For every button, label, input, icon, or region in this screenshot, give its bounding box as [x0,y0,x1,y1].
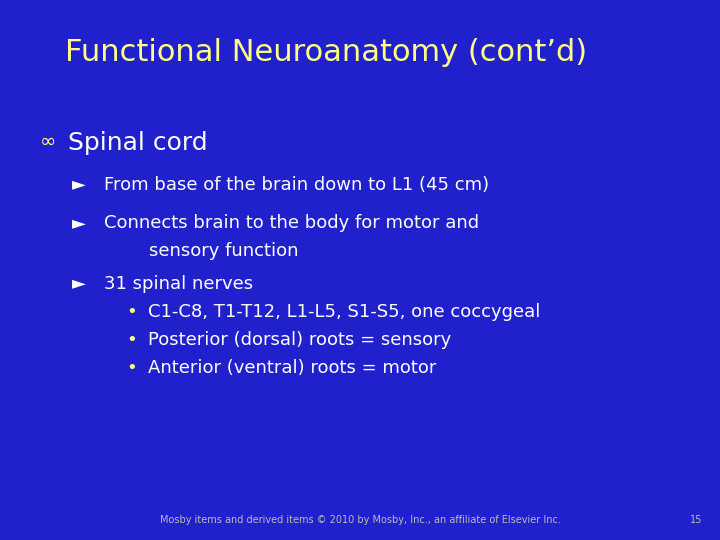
Text: Posterior (dorsal) roots = sensory: Posterior (dorsal) roots = sensory [148,331,451,349]
Text: 31 spinal nerves: 31 spinal nerves [104,275,253,293]
Text: ►: ► [72,214,86,232]
Text: •: • [126,331,137,349]
Text: Functional Neuroanatomy (cont’d): Functional Neuroanatomy (cont’d) [65,38,587,67]
Text: •: • [126,359,137,377]
Text: ∞: ∞ [40,132,56,151]
Text: sensory function: sensory function [126,242,299,260]
Text: ►: ► [72,275,86,293]
Text: Mosby items and derived items © 2010 by Mosby, Inc., an affiliate of Elsevier In: Mosby items and derived items © 2010 by … [160,515,560,525]
Text: Connects brain to the body for motor and: Connects brain to the body for motor and [104,214,480,232]
Text: 15: 15 [690,515,702,525]
Text: •: • [126,303,137,321]
Text: From base of the brain down to L1 (45 cm): From base of the brain down to L1 (45 cm… [104,176,490,193]
Text: Anterior (ventral) roots = motor: Anterior (ventral) roots = motor [148,359,436,377]
Text: Spinal cord: Spinal cord [68,131,208,155]
Text: ►: ► [72,176,86,193]
Text: C1-C8, T1-T12, L1-L5, S1-S5, one coccygeal: C1-C8, T1-T12, L1-L5, S1-S5, one coccyge… [148,303,540,321]
